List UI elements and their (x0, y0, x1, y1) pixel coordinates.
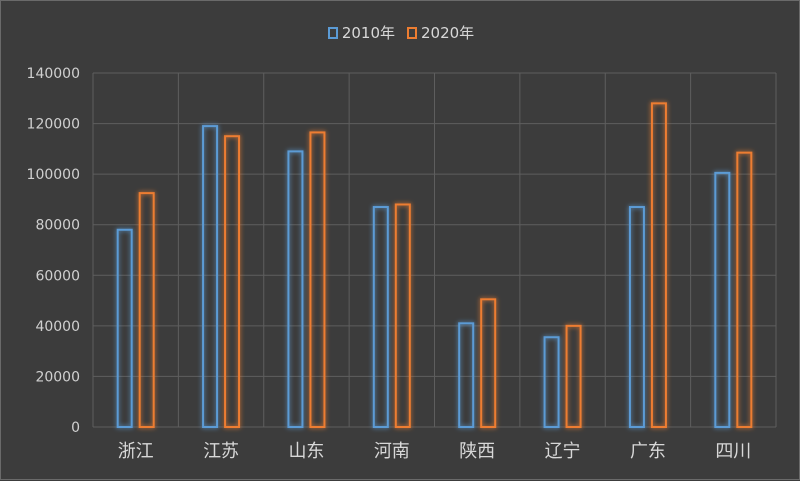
bar-2020-3 (394, 203, 411, 428)
y-tick-label: 40000 (35, 319, 80, 335)
x-category-label: 辽宁 (545, 441, 581, 462)
y-tick-label: 20000 (35, 369, 80, 385)
bar-2020-0 (138, 192, 155, 428)
bar-2010-5 (543, 336, 560, 428)
x-category-label: 浙江 (118, 441, 154, 462)
legend-swatch-2010 (327, 26, 338, 39)
bar-2010-7 (714, 171, 731, 428)
y-tick-label: 80000 (35, 218, 80, 234)
x-category-label: 四川 (715, 441, 751, 462)
y-tick-label: 0 (71, 420, 80, 436)
bar-2020-5 (565, 324, 582, 429)
bar-2010-1 (202, 125, 219, 428)
bar-2020-2 (309, 131, 326, 429)
legend: 2010年 2020年 (1, 22, 800, 43)
y-tick-label: 100000 (27, 167, 80, 183)
y-tick-label: 120000 (27, 117, 80, 133)
x-category-label: 广东 (630, 441, 666, 462)
legend-label-2010: 2010年 (341, 24, 395, 42)
bar-2020-1 (224, 135, 241, 428)
bar-2020-7 (736, 151, 753, 428)
bar-2010-0 (116, 228, 133, 428)
y-tick-label: 60000 (35, 268, 80, 284)
x-category-label: 河南 (374, 441, 410, 462)
legend-swatch-2020 (407, 26, 417, 39)
bar-2010-6 (628, 206, 645, 428)
legend-item-2010: 2010年 (327, 22, 395, 43)
x-category-label: 陕西 (459, 441, 495, 462)
x-category-label: 江苏 (203, 441, 239, 462)
x-category-label: 山东 (288, 441, 324, 462)
legend-label-2020: 2020年 (421, 24, 475, 42)
legend-item-2020: 2020年 (407, 22, 474, 43)
bar-2020-6 (650, 102, 667, 428)
bar-2010-3 (372, 206, 389, 428)
y-tick-label: 140000 (27, 66, 80, 82)
bar-2010-2 (287, 150, 304, 428)
bar-2020-4 (480, 298, 497, 428)
bar-2010-4 (458, 322, 475, 429)
